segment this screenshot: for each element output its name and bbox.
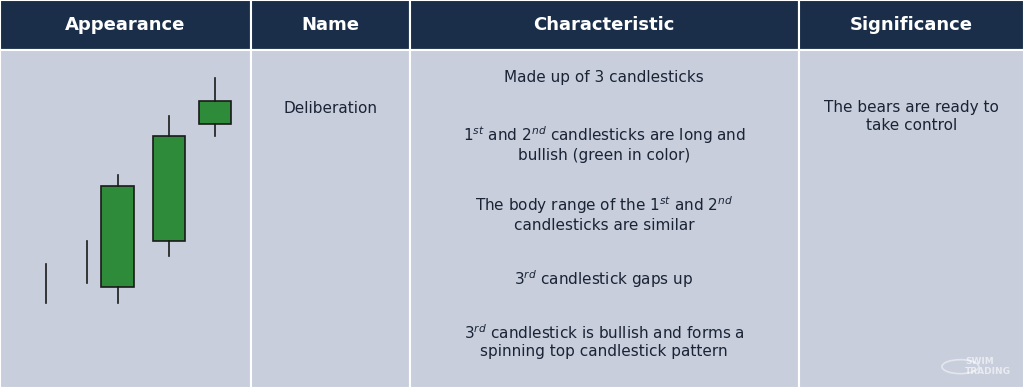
FancyBboxPatch shape [153, 136, 185, 241]
FancyBboxPatch shape [410, 0, 799, 50]
Text: 1$^{st}$ and 2$^{nd}$ candlesticks are long and
bullish (green in color): 1$^{st}$ and 2$^{nd}$ candlesticks are l… [463, 124, 745, 163]
FancyBboxPatch shape [251, 0, 410, 50]
FancyBboxPatch shape [251, 50, 410, 388]
Text: Made up of 3 candlesticks: Made up of 3 candlesticks [504, 70, 703, 85]
Text: SWIM
TRADING: SWIM TRADING [965, 357, 1011, 376]
FancyBboxPatch shape [799, 50, 1024, 388]
Text: Significance: Significance [850, 16, 973, 34]
Text: 3$^{rd}$ candlestick is bullish and forms a
spinning top candlestick pattern: 3$^{rd}$ candlestick is bullish and form… [464, 323, 744, 360]
Text: The bears are ready to
take control: The bears are ready to take control [823, 100, 998, 133]
FancyBboxPatch shape [0, 0, 251, 50]
Text: Appearance: Appearance [66, 16, 185, 34]
FancyBboxPatch shape [410, 50, 799, 388]
Text: Deliberation: Deliberation [284, 101, 377, 116]
FancyBboxPatch shape [799, 0, 1024, 50]
Text: The body range of the 1$^{st}$ and 2$^{nd}$
candlesticks are similar: The body range of the 1$^{st}$ and 2$^{n… [475, 194, 733, 233]
Text: Characteristic: Characteristic [534, 16, 675, 34]
FancyBboxPatch shape [101, 186, 134, 287]
FancyBboxPatch shape [199, 101, 231, 124]
Text: 3$^{rd}$ candlestick gaps up: 3$^{rd}$ candlestick gaps up [514, 268, 693, 290]
FancyBboxPatch shape [0, 50, 251, 388]
Text: Name: Name [301, 16, 359, 34]
